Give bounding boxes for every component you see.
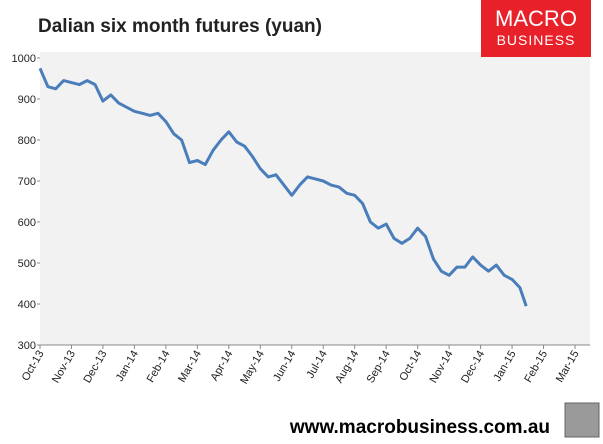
x-tick-label: Oct-14	[397, 349, 424, 384]
logo-text: BUSINESS	[497, 32, 576, 48]
wolf-icon	[564, 402, 600, 438]
y-tick-label: 500	[18, 258, 36, 270]
line	[38, 67, 528, 307]
x-tick-label: Dec-14	[459, 349, 487, 386]
x-tick-label: Oct-13	[20, 349, 47, 384]
x-tick-label: Mar-15	[554, 349, 582, 385]
x-tick-label: Jan-14	[114, 349, 141, 384]
x-tick-label: Jan-15	[491, 349, 518, 384]
plot-area	[40, 52, 590, 345]
y-tick-label: 600	[18, 217, 36, 229]
logo-text: MACRO	[495, 6, 577, 31]
x-tick-label: Jun-14	[271, 349, 298, 384]
x-tick-label: May-14	[238, 349, 267, 387]
x-tick-label: Jul-14	[304, 349, 329, 381]
x-tick-label: Nov-13	[50, 349, 78, 386]
x-tick-label: Mar-14	[176, 349, 204, 385]
logo-box	[481, 0, 591, 57]
y-tick-label: 800	[18, 135, 36, 147]
x-tick-label: Aug-14	[333, 349, 361, 386]
x-tick-label: Dec-13	[81, 349, 109, 386]
y-tick-label: 300	[18, 340, 36, 352]
x-tick-label: Feb-15	[522, 349, 550, 385]
y-tick-label: 900	[18, 94, 36, 106]
chart-title: Dalian six month futures (yuan)	[38, 16, 322, 37]
x-tick-label: Feb-14	[145, 349, 173, 385]
x-tick-label: Apr-14	[209, 349, 236, 384]
y-tick-label: 1000	[12, 53, 36, 65]
x-tick-label: Nov-14	[428, 349, 456, 386]
y-tick-label: 400	[18, 299, 36, 311]
footer: www.macrobusiness.com.au	[289, 417, 550, 438]
y-tick-label: 700	[18, 176, 36, 188]
x-tick-label: Sep-14	[365, 349, 393, 386]
